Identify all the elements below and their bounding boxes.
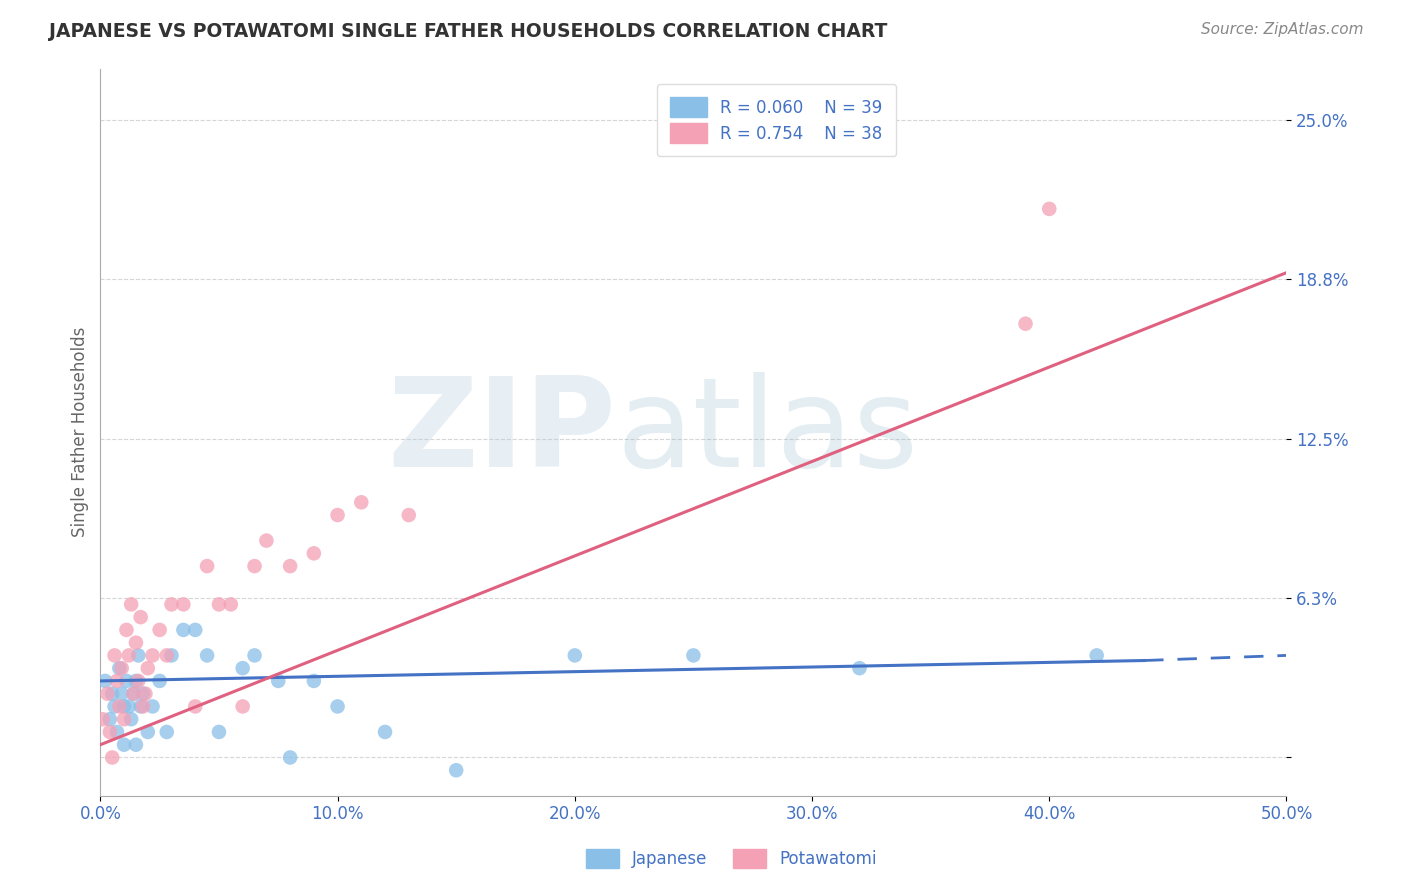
Point (101, 750, 124, 764)
Point (302, 546, 325, 560)
Point (219, 598, 242, 612)
Point (172, 598, 194, 612)
Point (120, 712, 142, 726)
Point (326, 508, 349, 522)
Point (111, 687, 134, 701)
Point (149, 673, 172, 688)
Point (125, 673, 148, 688)
Point (127, 648, 149, 663)
Point (184, 699, 207, 714)
Point (350, 495, 373, 509)
Point (195, 559, 218, 574)
Point (118, 648, 141, 663)
Point (127, 673, 149, 688)
Y-axis label: Single Father Households: Single Father Households (72, 327, 89, 537)
Point (136, 725, 159, 739)
Point (141, 699, 163, 714)
Point (122, 687, 145, 701)
Point (134, 687, 156, 701)
Point (156, 725, 179, 739)
Point (398, 508, 420, 522)
Point (195, 648, 218, 663)
Point (112, 738, 135, 752)
Point (232, 699, 254, 714)
Point (1038, 202, 1060, 216)
Point (184, 623, 207, 637)
Point (149, 623, 172, 637)
Point (98, 712, 121, 726)
Point (243, 648, 266, 663)
Point (115, 623, 138, 637)
Point (848, 661, 870, 675)
Text: atlas: atlas (616, 372, 918, 492)
Point (374, 725, 396, 739)
Point (125, 738, 148, 752)
Point (160, 598, 183, 612)
Point (98, 725, 121, 739)
Text: ZIP: ZIP (388, 372, 616, 492)
Point (129, 610, 152, 624)
Point (112, 712, 135, 726)
Point (105, 673, 128, 688)
Point (267, 673, 290, 688)
Point (132, 687, 155, 701)
Point (136, 661, 159, 675)
Point (108, 699, 131, 714)
Point (125, 635, 148, 649)
Point (278, 559, 301, 574)
Point (1014, 317, 1036, 331)
Point (232, 661, 254, 675)
Point (208, 725, 231, 739)
Point (444, 763, 467, 777)
Point (141, 648, 163, 663)
Point (115, 673, 138, 688)
Point (243, 559, 266, 574)
Point (120, 598, 142, 612)
Legend: Japanese, Potawatomi: Japanese, Potawatomi (579, 842, 883, 875)
Text: Source: ZipAtlas.com: Source: ZipAtlas.com (1201, 22, 1364, 37)
Point (103, 648, 125, 663)
Legend: R = 0.060    N = 39, R = 0.754    N = 38: R = 0.060 N = 39, R = 0.754 N = 38 (657, 84, 896, 156)
Point (122, 687, 145, 701)
Point (108, 661, 131, 675)
Point (91, 712, 114, 726)
Point (105, 725, 128, 739)
Point (129, 699, 152, 714)
Point (101, 687, 124, 701)
Point (1085, 648, 1108, 663)
Point (254, 533, 277, 548)
Point (172, 623, 194, 637)
Point (96, 687, 118, 701)
Point (156, 648, 179, 663)
Point (132, 699, 155, 714)
Point (94, 673, 117, 688)
Point (682, 648, 704, 663)
Point (564, 648, 586, 663)
Point (208, 598, 231, 612)
Point (111, 661, 134, 675)
Point (278, 750, 301, 764)
Point (326, 699, 349, 714)
Point (103, 699, 125, 714)
Point (118, 699, 141, 714)
Point (160, 648, 183, 663)
Point (112, 699, 135, 714)
Point (302, 673, 325, 688)
Text: JAPANESE VS POTAWATOMI SINGLE FATHER HOUSEHOLDS CORRELATION CHART: JAPANESE VS POTAWATOMI SINGLE FATHER HOU… (49, 22, 887, 41)
